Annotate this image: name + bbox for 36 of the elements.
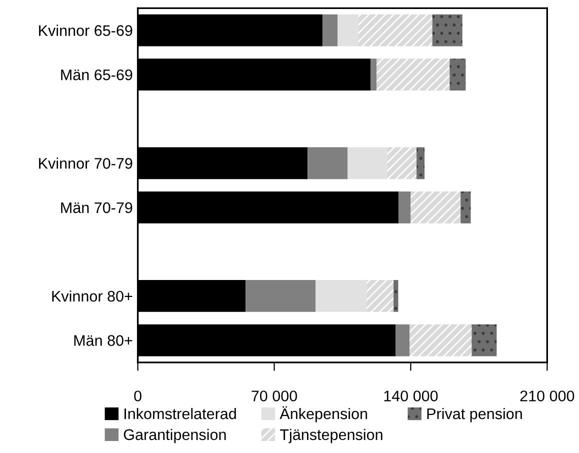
x-tick-label: 70 000 (252, 390, 298, 402)
bar (410, 324, 472, 356)
bar (387, 147, 417, 180)
bar (246, 280, 316, 312)
bar (450, 58, 466, 91)
bar (338, 14, 358, 46)
legend-label: Privat pension (427, 408, 522, 422)
legend-label: Änkepension (280, 406, 368, 422)
bar (316, 280, 367, 312)
x-tick-label: 210 000 (520, 390, 574, 402)
y-tick-label: Kvinnor 65-69 (39, 24, 132, 36)
bar (394, 280, 398, 312)
legend-label: Inkomstrelaterad (124, 408, 236, 420)
y-tick-label: Män 80+ (74, 335, 132, 346)
bar (308, 147, 348, 180)
bar (376, 58, 450, 91)
y-tick-label: Kvinnor 80+ (52, 290, 132, 302)
bar (472, 324, 497, 356)
y-tick-label: Män 65-69 (61, 69, 132, 80)
bar (460, 191, 471, 224)
bar (348, 147, 388, 180)
bar (366, 280, 394, 312)
legend-label: Tjänstepension (280, 428, 382, 444)
x-tick-label: 0 (134, 390, 142, 402)
bar (398, 191, 411, 224)
bar (432, 14, 462, 46)
bar (358, 14, 432, 46)
bar (396, 324, 410, 356)
bar (416, 147, 425, 180)
x-tick-label: 140 000 (384, 390, 438, 402)
legend-label: Garantipension (124, 428, 226, 444)
bar (410, 191, 461, 224)
y-tick-label: Män 70-79 (61, 202, 132, 214)
y-tick-label: Kvinnor 70-79 (39, 158, 132, 169)
bar (322, 14, 338, 46)
bar (370, 58, 377, 91)
